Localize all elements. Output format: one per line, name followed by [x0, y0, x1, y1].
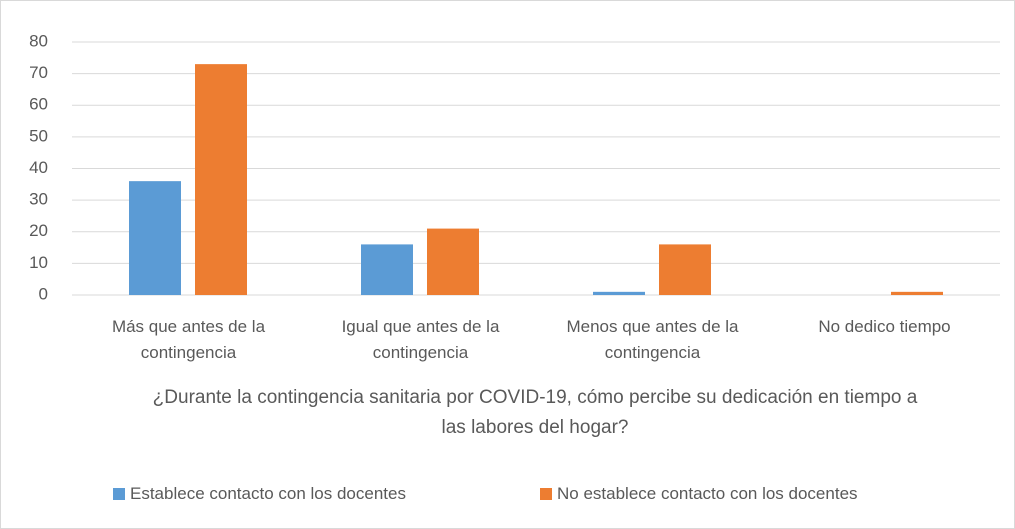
y-tick-label: 0 — [39, 284, 48, 303]
bar — [361, 244, 413, 295]
bar — [129, 181, 181, 295]
y-tick-label: 10 — [29, 253, 48, 272]
legend-item: Establece contacto con los docentes — [113, 484, 406, 504]
bar — [891, 291, 943, 295]
y-tick-label: 70 — [29, 63, 48, 82]
legend-item: No establece contacto con los docentes — [540, 484, 858, 504]
bar — [593, 291, 645, 295]
y-tick-label: 50 — [29, 126, 48, 145]
y-tick-label: 40 — [29, 158, 48, 177]
x-tick-label: Más que antes de la contingencia — [111, 317, 266, 362]
legend-swatch — [113, 488, 125, 500]
x-tick-label: No dedico tiempo — [818, 317, 951, 336]
bar — [195, 64, 247, 295]
legend-swatch — [540, 488, 552, 500]
bar — [427, 228, 479, 295]
y-tick-label: 20 — [29, 221, 48, 240]
y-tick-label: 80 — [29, 31, 48, 50]
bar — [659, 244, 711, 295]
legend-label: Establece contacto con los docentes — [130, 484, 406, 503]
y-tick-label: 60 — [29, 95, 48, 114]
x-axis-title: ¿Durante la contingencia sanitaria por C… — [152, 387, 918, 438]
x-tick-label: Menos que antes de la contingencia — [566, 317, 739, 362]
x-tick-label: Igual que antes de la contingencia — [341, 317, 500, 362]
y-tick-label: 30 — [29, 190, 48, 209]
legend-label: No establece contacto con los docentes — [557, 484, 858, 503]
